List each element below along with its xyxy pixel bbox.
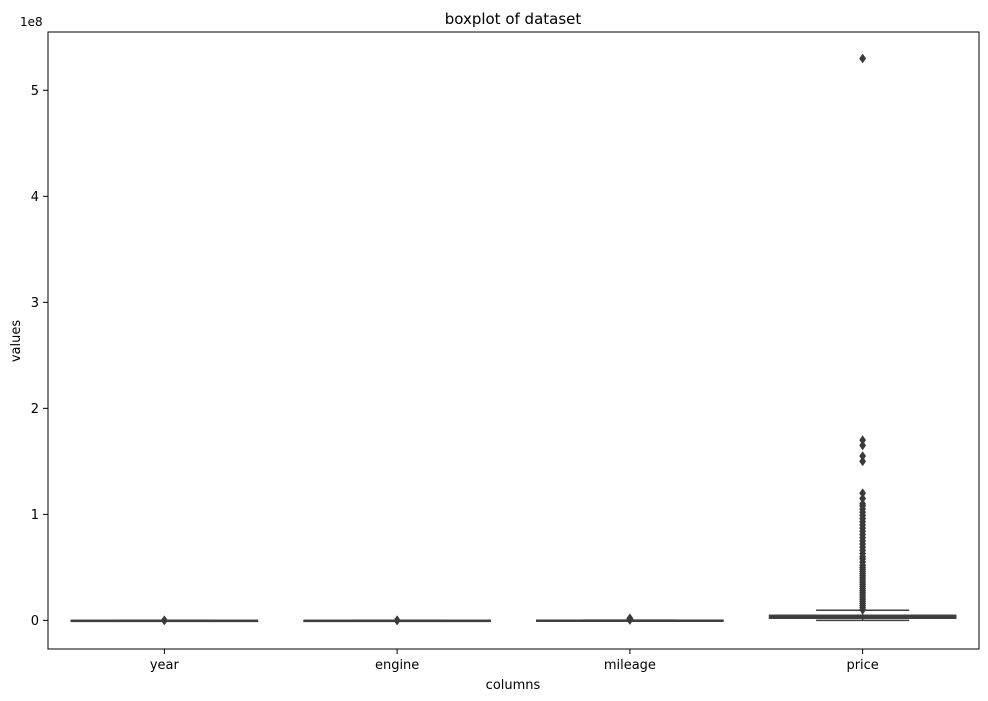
y-axis-label: values [9,320,24,363]
chart-title: boxplot of dataset [445,10,582,28]
outlier-point [859,498,867,509]
y-tick-label: 2 [31,402,39,417]
x-tick-label: engine [375,658,419,673]
outlier-point [160,615,168,626]
outlier-point [859,440,867,451]
y-tick-label: 4 [31,190,39,205]
outlier-point [859,488,867,499]
y-tick-label: 0 [31,614,39,629]
outlier-point [626,613,634,624]
x-tick-label: mileage [604,658,656,673]
y-offset-label: 1e8 [20,15,43,29]
y-tick-label: 5 [31,84,39,99]
outlier-point [859,451,867,461]
x-axis-label: columns [486,678,541,693]
x-tick-label: price [846,658,878,673]
y-tick-label: 1 [31,508,39,523]
plot-area: 0 1 2 3 4 5 year engine mileage price [31,53,957,673]
outlier-point [859,493,867,504]
plot-frame [47,31,980,650]
outlier-point [859,435,867,446]
x-tick-label: year [150,658,180,673]
outlier-point [859,456,867,467]
outlier-point [859,53,867,64]
y-tick-label: 3 [31,296,39,311]
outlier-point [393,615,401,626]
